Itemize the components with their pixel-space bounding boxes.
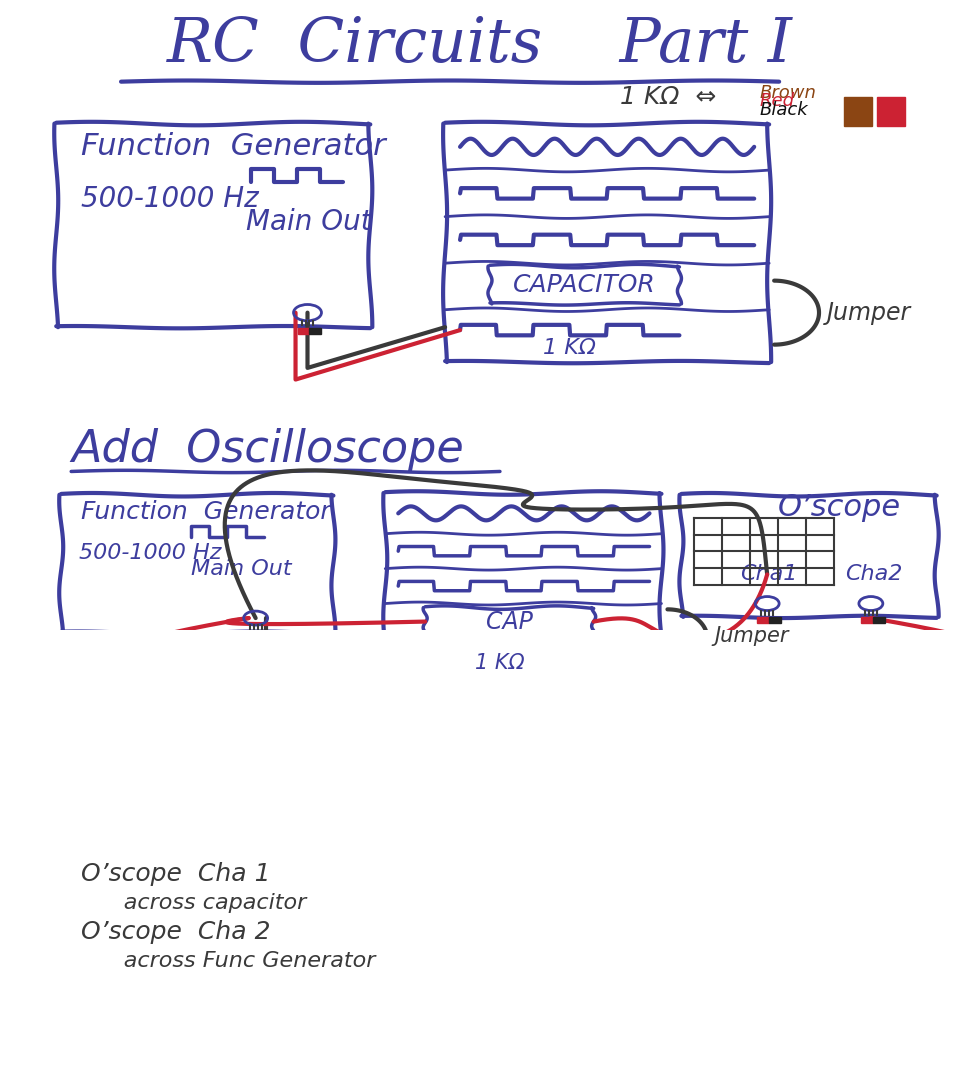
Bar	[757, 618, 769, 623]
Bar	[298, 327, 309, 334]
Text: Black: Black	[759, 100, 807, 119]
Text: Add  Oscilloscope: Add Oscilloscope	[71, 428, 464, 471]
Text: Function  Generator: Function Generator	[82, 500, 331, 524]
Text: RC  Circuits    Part I: RC Circuits Part I	[167, 15, 793, 75]
Bar	[873, 618, 885, 623]
Text: Cha1: Cha1	[740, 565, 798, 584]
Text: Function  Generator: Function Generator	[82, 133, 386, 161]
Text: 500-1000 Hz: 500-1000 Hz	[82, 185, 259, 213]
Bar	[309, 327, 322, 334]
Bar	[876, 97, 904, 126]
Text: Main Out: Main Out	[246, 208, 372, 237]
Text: 1 KΩ  ⇔: 1 KΩ ⇔	[619, 85, 716, 109]
Text: 1 KΩ: 1 KΩ	[543, 338, 596, 357]
Bar	[769, 618, 781, 623]
Text: O’scope  Cha 2: O’scope Cha 2	[82, 920, 271, 944]
Text: Cha2: Cha2	[845, 565, 902, 584]
Bar	[844, 97, 872, 126]
Bar	[246, 632, 257, 638]
Text: CAP: CAP	[487, 609, 534, 634]
Text: CAPACITOR: CAPACITOR	[514, 273, 656, 297]
Bar	[257, 632, 270, 638]
Text: 500-1000 Hz: 500-1000 Hz	[79, 543, 222, 563]
Text: O’scope: O’scope	[778, 494, 900, 522]
Text: O’scope  Cha 1: O’scope Cha 1	[82, 862, 271, 886]
Text: across Func Generator: across Func Generator	[82, 951, 375, 971]
Text: Red: Red	[759, 93, 794, 110]
Bar	[861, 618, 873, 623]
Text: Main Out: Main Out	[191, 558, 292, 579]
Text: across capacitor: across capacitor	[82, 893, 306, 914]
Text: Brown: Brown	[759, 84, 816, 103]
Text: Jumper: Jumper	[827, 300, 911, 325]
Text: Jumper: Jumper	[714, 625, 789, 646]
Text: 1 KΩ: 1 KΩ	[475, 653, 525, 673]
